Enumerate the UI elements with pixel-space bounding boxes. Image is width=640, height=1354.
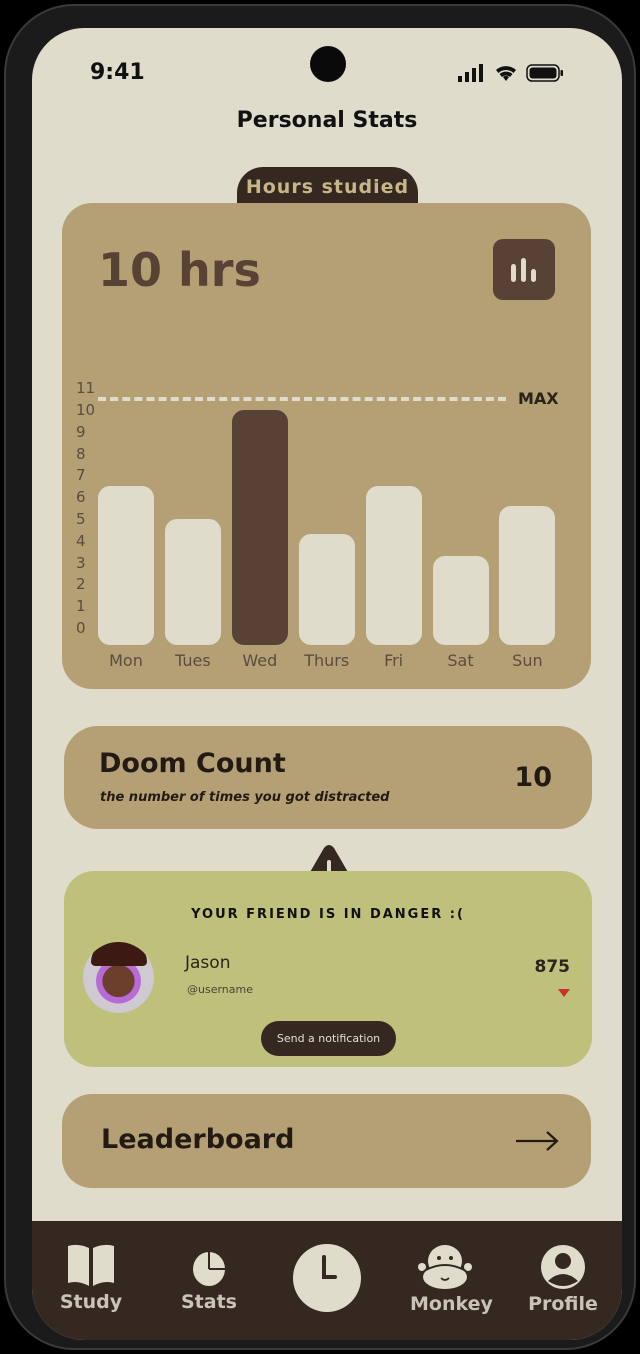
friend-username: @username bbox=[187, 983, 253, 996]
chart-toggle-button[interactable] bbox=[493, 239, 555, 300]
y-tick-label: 11 bbox=[76, 379, 96, 398]
nav-monkey[interactable]: Monkey bbox=[410, 1241, 493, 1315]
page-title: Personal Stats bbox=[236, 108, 418, 133]
max-line bbox=[98, 397, 506, 402]
send-notification-button[interactable]: Send a notification bbox=[261, 1021, 396, 1056]
nav-label: Monkey bbox=[410, 1293, 493, 1315]
nav-profile[interactable]: Profile bbox=[528, 1243, 598, 1315]
bar-wed bbox=[231, 410, 288, 645]
monkey-icon bbox=[418, 1245, 472, 1289]
x-tick-label: Mon bbox=[109, 651, 143, 670]
friend-score: 875 bbox=[534, 957, 571, 977]
y-tick-label: 9 bbox=[76, 422, 86, 441]
y-tick-label: 6 bbox=[76, 488, 86, 507]
screen: 9:41 Personal Stats Hours studied 10 hrs… bbox=[32, 28, 622, 1340]
bar-sun bbox=[499, 505, 556, 645]
leaderboard-button[interactable]: Leaderboard bbox=[62, 1094, 591, 1188]
x-tick-label: Wed bbox=[242, 651, 278, 670]
y-tick-label: 10 bbox=[76, 401, 96, 419]
hours-card: 10 hrs 0 1 2 3 4 5 6 7 8 9 10 11 MAX Mon Tues Wed Thurs F… bbox=[62, 203, 591, 689]
bar-sat bbox=[432, 556, 489, 645]
leaderboard-label: Leaderboard bbox=[101, 1124, 295, 1155]
y-tick-label: 4 bbox=[76, 531, 86, 550]
bar-thurs bbox=[298, 534, 355, 645]
bar-tues bbox=[164, 519, 221, 645]
y-tick-label: 5 bbox=[76, 510, 86, 528]
bar-fri bbox=[365, 486, 422, 645]
nav-stats[interactable]: Stats bbox=[174, 1243, 244, 1313]
doom-title: Doom Count bbox=[99, 748, 286, 779]
doom-count-card: Doom Count the number of times you got d… bbox=[64, 726, 592, 829]
y-tick-label: 8 bbox=[76, 444, 86, 463]
friend-name: Jason bbox=[185, 953, 231, 973]
book-icon bbox=[68, 1244, 114, 1286]
hours-studied-tab: Hours studied bbox=[237, 167, 418, 203]
signal-icon bbox=[458, 64, 483, 82]
y-tick-label: 1 bbox=[76, 597, 86, 616]
bottom-nav: Study Stats Monkey Profile bbox=[32, 1221, 622, 1340]
y-tick-label: 3 bbox=[76, 553, 86, 572]
x-tick-label: Thurs bbox=[304, 651, 350, 670]
doom-value: 10 bbox=[514, 762, 552, 793]
danger-heading: YOUR FRIEND IS IN DANGER :( bbox=[191, 907, 465, 922]
wifi-icon bbox=[496, 66, 516, 81]
clock-icon bbox=[322, 1255, 337, 1279]
x-tick-label: Sun bbox=[512, 651, 543, 670]
friend-avatar[interactable] bbox=[83, 942, 154, 1013]
nav-label: Study bbox=[59, 1291, 123, 1313]
max-label: MAX bbox=[518, 389, 559, 409]
x-tick-label: Fri bbox=[384, 651, 404, 670]
y-tick-label: 0 bbox=[76, 619, 86, 637]
status-time: 9:41 bbox=[90, 60, 145, 85]
phone-frame: 9:41 Personal Stats Hours studied 10 hrs… bbox=[4, 4, 636, 1350]
battery-icon bbox=[526, 64, 563, 82]
x-tick-label: Tues bbox=[175, 651, 211, 670]
status-icons bbox=[458, 64, 564, 82]
friend-danger-card: YOUR FRIEND IS IN DANGER :( Jason @usern… bbox=[64, 871, 592, 1067]
profile-icon bbox=[541, 1245, 585, 1289]
y-tick-label: 7 bbox=[76, 466, 86, 485]
x-tick-label: Sat bbox=[447, 651, 474, 670]
nav-study[interactable]: Study bbox=[56, 1243, 126, 1313]
doom-subtitle: the number of times you got distracted bbox=[100, 790, 390, 805]
nav-timer[interactable] bbox=[293, 1244, 361, 1312]
y-tick-label: 2 bbox=[76, 575, 86, 594]
bar-chart-icon bbox=[511, 258, 536, 282]
bar-mon bbox=[98, 486, 154, 645]
nav-label: Profile bbox=[528, 1293, 598, 1315]
hours-bar-chart: 0 1 2 3 4 5 6 7 8 9 10 11 MAX Mon Tues Wed Thurs Fri Sat Su… bbox=[62, 203, 591, 689]
nav-label: Stats bbox=[181, 1291, 237, 1313]
total-hours: 10 hrs bbox=[98, 243, 261, 297]
pie-chart-icon bbox=[193, 1252, 226, 1286]
camera-notch bbox=[310, 46, 346, 82]
arrow-right-icon bbox=[516, 1131, 559, 1151]
trend-down-icon bbox=[558, 989, 570, 997]
